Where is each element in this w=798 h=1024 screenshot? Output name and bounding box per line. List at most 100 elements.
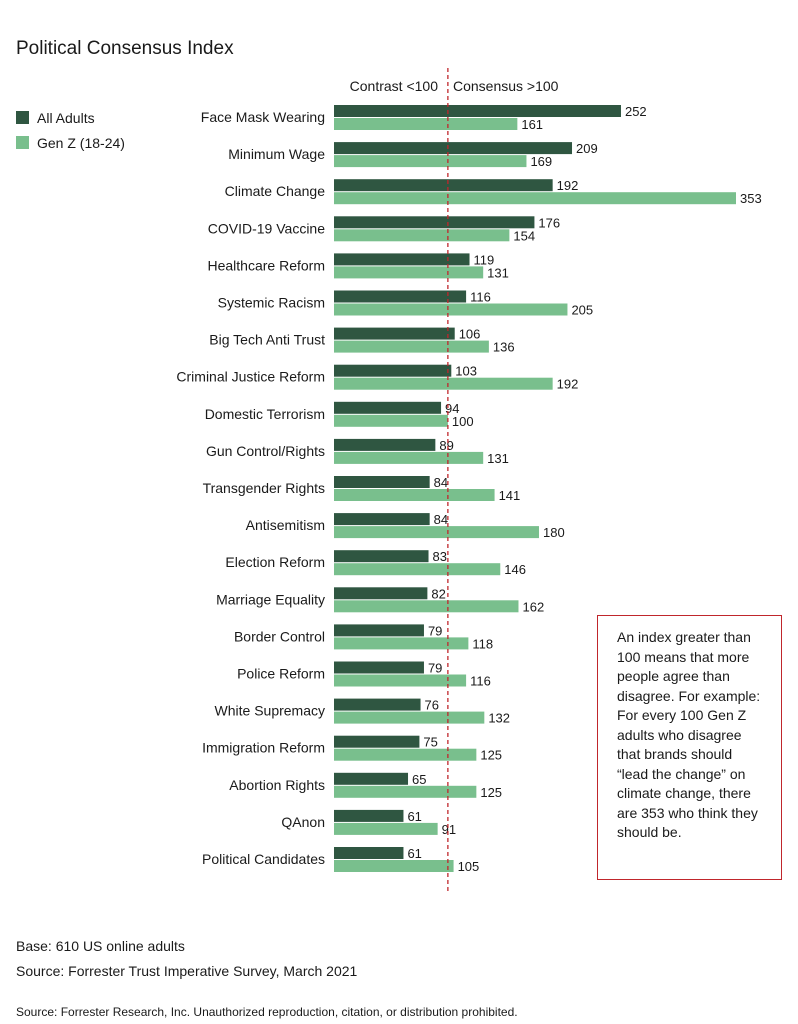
note-text: An index greater than 100 means that more…: [617, 628, 777, 843]
contrast-label: Contrast <100: [350, 78, 439, 94]
bar-gen-z-police-reform: [334, 674, 467, 687]
category-label-covid-19-vaccine: COVID-19 Vaccine: [208, 220, 325, 236]
category-label-gun-control-rights: Gun Control/Rights: [206, 443, 325, 459]
value-label-gen-z-election-reform: 146: [504, 562, 526, 577]
category-label-systemic-racism: Systemic Racism: [218, 295, 325, 311]
bar-all-adults-transgender-rights: [334, 476, 430, 488]
value-label-all-adults-border-control: 79: [428, 623, 442, 638]
bar-all-adults-systemic-racism: [334, 290, 467, 303]
category-label-immigration-reform: Immigration Reform: [202, 740, 325, 756]
bar-gen-z-qanon: [334, 822, 438, 835]
value-label-all-adults-climate-change: 192: [557, 178, 579, 193]
category-label-antisemitism: Antisemitism: [246, 517, 325, 533]
value-label-all-adults-face-mask-wearing: 252: [625, 104, 647, 119]
legend-swatch-gen-z: [16, 136, 29, 149]
value-label-gen-z-criminal-justice-reform: 192: [557, 377, 579, 392]
value-label-gen-z-police-reform: 116: [470, 674, 491, 689]
base-note: Base: 610 US online adults: [16, 938, 185, 954]
legend-item-gen-z: Gen Z (18-24): [16, 130, 125, 155]
value-label-all-adults-immigration-reform: 75: [423, 735, 437, 750]
category-label-face-mask-wearing: Face Mask Wearing: [201, 109, 325, 125]
category-label-healthcare-reform: Healthcare Reform: [208, 257, 326, 273]
note-box: An index greater than 100 means that more…: [597, 615, 782, 880]
value-label-gen-z-systemic-racism: 205: [571, 303, 593, 318]
value-label-all-adults-abortion-rights: 65: [412, 772, 426, 787]
bar-all-adults-healthcare-reform: [334, 253, 470, 266]
bar-all-adults-face-mask-wearing: [334, 105, 621, 117]
value-label-gen-z-abortion-rights: 125: [480, 785, 502, 800]
value-label-all-adults-criminal-justice-reform: 103: [455, 364, 477, 379]
legend-label-all-adults: All Adults: [37, 109, 95, 126]
value-label-all-adults-antisemitism: 84: [434, 512, 448, 527]
bar-gen-z-white-supremacy: [334, 711, 485, 724]
category-label-climate-change: Climate Change: [225, 183, 326, 199]
source-note: Source: Forrester Trust Imperative Surve…: [16, 963, 358, 979]
bar-all-adults-minimum-wage: [334, 142, 573, 155]
bar-gen-z-covid-19-vaccine: [334, 229, 510, 242]
category-label-white-supremacy: White Supremacy: [215, 703, 325, 719]
bar-all-adults-abortion-rights: [334, 772, 409, 785]
value-label-gen-z-face-mask-wearing: 161: [521, 117, 543, 132]
category-label-marriage-equality: Marriage Equality: [216, 591, 325, 607]
category-label-political-candidates: Political Candidates: [202, 851, 325, 867]
value-label-all-adults-systemic-racism: 116: [470, 290, 491, 305]
bar-gen-z-immigration-reform: [334, 748, 477, 761]
note-line: are 353 who think they: [617, 804, 758, 821]
bar-gen-z-domestic-terrorism: [334, 414, 448, 427]
value-label-all-adults-political-candidates: 61: [407, 846, 421, 861]
consensus-label: Consensus >100: [453, 78, 559, 94]
category-label-police-reform: Police Reform: [237, 666, 325, 682]
bar-gen-z-transgender-rights: [334, 489, 495, 501]
note-line: that brands should: [617, 746, 733, 762]
bar-gen-z-marriage-equality: [334, 600, 519, 613]
category-label-transgender-rights: Transgender Rights: [203, 480, 325, 496]
bar-gen-z-climate-change: [334, 192, 736, 205]
category-label-domestic-terrorism: Domestic Terrorism: [205, 406, 325, 422]
value-label-gen-z-white-supremacy: 132: [488, 711, 510, 726]
legend-swatch-all-adults: [16, 111, 29, 124]
bar-gen-z-big-tech-anti-trust: [334, 340, 489, 353]
bar-all-adults-domestic-terrorism: [334, 401, 442, 414]
value-label-gen-z-transgender-rights: 141: [499, 488, 521, 503]
note-line: adults who disagree: [617, 726, 742, 743]
bar-all-adults-marriage-equality: [334, 587, 428, 600]
value-label-gen-z-gun-control-rights: 131: [487, 451, 509, 466]
note-line: disagree. For example:: [617, 687, 761, 704]
category-label-minimum-wage: Minimum Wage: [228, 146, 325, 162]
bar-all-adults-covid-19-vaccine: [334, 216, 535, 229]
category-label-election-reform: Election Reform: [225, 554, 325, 570]
bar-gen-z-criminal-justice-reform: [334, 377, 553, 390]
value-label-all-adults-covid-19-vaccine: 176: [538, 215, 560, 230]
value-label-gen-z-political-candidates: 105: [458, 859, 480, 874]
bar-all-adults-qanon: [334, 809, 404, 822]
value-label-gen-z-qanon: 91: [442, 822, 456, 837]
legend-label-gen-z: Gen Z (18-24): [37, 134, 125, 151]
value-label-all-adults-healthcare-reform: 119: [474, 252, 495, 267]
note-line: should be.: [617, 824, 682, 840]
value-label-all-adults-big-tech-anti-trust: 106: [459, 327, 481, 342]
bar-all-adults-criminal-justice-reform: [334, 364, 452, 377]
note-line: people agree than: [617, 668, 730, 684]
bar-gen-z-systemic-racism: [334, 303, 568, 316]
copyright-note: Source: Forrester Research, Inc. Unautho…: [16, 1005, 518, 1019]
bar-all-adults-political-candidates: [334, 847, 404, 859]
legend: All Adults Gen Z (18-24): [16, 105, 125, 155]
category-label-criminal-justice-reform: Criminal Justice Reform: [176, 369, 325, 385]
bar-all-adults-immigration-reform: [334, 735, 420, 748]
bar-all-adults-white-supremacy: [334, 698, 421, 711]
bars-group: Face Mask Wearing 252 161 Minimum Wage 209 16…: [176, 104, 761, 874]
category-label-abortion-rights: Abortion Rights: [229, 777, 325, 793]
bar-all-adults-antisemitism: [334, 513, 430, 526]
chart-title: Political Consensus Index: [16, 38, 234, 59]
value-label-gen-z-healthcare-reform: 131: [487, 265, 509, 280]
bar-all-adults-big-tech-anti-trust: [334, 327, 455, 340]
value-label-gen-z-big-tech-anti-trust: 136: [493, 340, 515, 355]
bar-all-adults-election-reform: [334, 550, 429, 563]
value-label-gen-z-covid-19-vaccine: 154: [513, 228, 535, 243]
value-label-gen-z-marriage-equality: 162: [522, 599, 544, 614]
note-line: “lead the change” on: [617, 765, 746, 782]
bar-gen-z-healthcare-reform: [334, 266, 484, 279]
value-label-all-adults-marriage-equality: 82: [431, 586, 445, 601]
bar-all-adults-border-control: [334, 624, 424, 637]
category-label-qanon: QAnon: [281, 814, 325, 830]
